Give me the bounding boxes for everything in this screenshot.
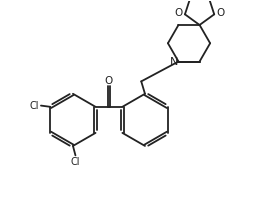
Text: O: O: [175, 8, 183, 18]
Text: O: O: [216, 8, 225, 18]
Text: Cl: Cl: [29, 101, 39, 111]
Text: N: N: [170, 57, 178, 67]
Text: Cl: Cl: [71, 157, 80, 167]
Text: O: O: [105, 76, 113, 86]
